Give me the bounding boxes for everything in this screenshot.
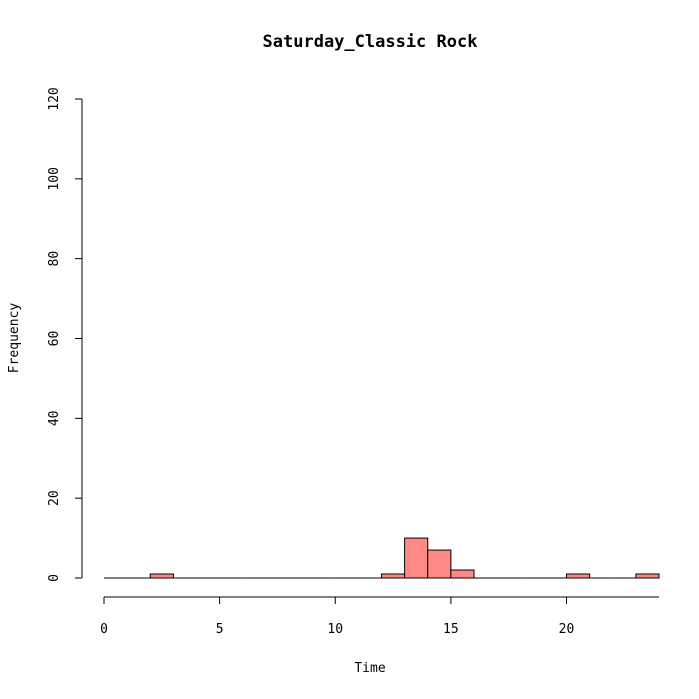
histogram-bar [427,549,452,579]
y-tick-label: 60 [47,331,62,347]
y-tick-label: 20 [47,490,62,506]
histogram-bar [566,573,591,579]
histogram-bar [450,569,475,579]
bars-group [104,537,660,579]
x-tick-label: 0 [100,622,108,637]
histogram-bar [381,573,406,579]
y-tick-label: 100 [47,167,62,190]
x-tick-label: 5 [216,622,224,637]
y-axis: 0 20 40 60 80 100 120 [47,87,83,582]
histogram-bar [149,573,174,579]
x-tick-label: 15 [443,622,459,637]
y-tick-label: 0 [47,574,62,582]
y-tick-label: 80 [47,251,62,267]
histogram-bar [635,573,660,579]
x-axis-label: Time [354,661,385,676]
y-tick-label: 120 [47,87,62,110]
x-tick-label: 10 [327,622,343,637]
histogram-bar [404,537,429,579]
chart-title: Saturday_Classic Rock [263,32,478,52]
x-axis: 0 5 10 15 20 [100,596,659,637]
y-tick-label: 40 [47,411,62,427]
x-tick-label: 20 [559,622,575,637]
y-axis-label: Frequency [7,303,22,374]
